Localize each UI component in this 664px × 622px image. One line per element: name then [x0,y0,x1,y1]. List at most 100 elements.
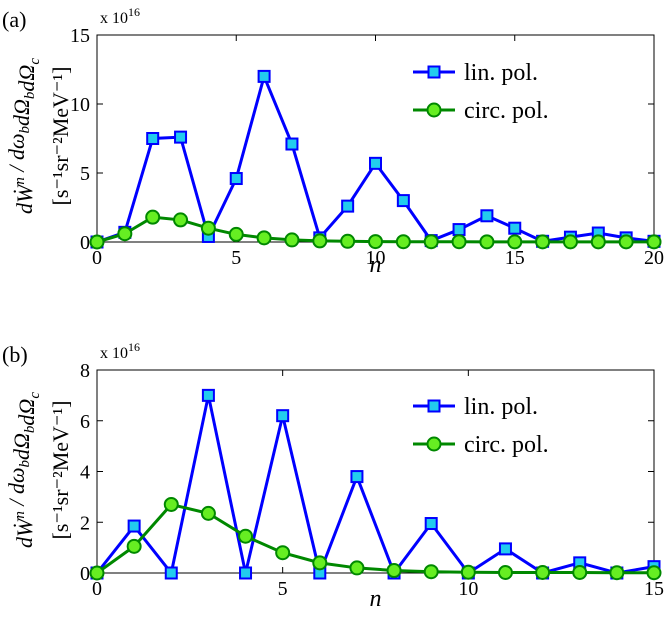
x-axis-title: n [370,252,382,278]
legend: lin. pol. circ. pol. [413,60,549,124]
data-point [386,562,402,578]
data-point [572,564,588,580]
series-lin-pol [90,388,661,580]
axis-multiplier-exponent: 16 [128,5,140,19]
series-line [96,502,654,575]
legend-marker [426,436,442,452]
y-axis-title-part: dΩ [14,65,39,92]
data-point [350,470,364,484]
data-point [275,545,291,561]
y-axis-title-part: n [12,511,28,519]
y-tick-label: 6 [80,411,90,433]
x-tick-label: 15 [644,578,664,600]
x-tick-label: 5 [278,578,288,600]
data-point [460,564,476,580]
data-point [228,226,244,242]
data-point [256,230,272,246]
y-axis-title-part: / dω [4,134,29,178]
data-point [369,156,382,170]
data-point [117,226,133,242]
legend-label: lin. pol. [464,60,538,86]
legend-marker [427,399,441,413]
y-axis-title-part: n [12,177,28,185]
data-point [285,137,299,151]
y-tick-label: 15 [70,25,90,47]
y-axis-units: [s⁻¹sr⁻²MeV⁻¹] [48,67,73,206]
data-point [146,132,160,145]
y-axis-title-part: b [17,126,33,134]
data-point [257,69,271,83]
data-point [126,538,142,554]
y-axis-title-part: b [22,425,38,433]
x-tick-label: 0 [92,247,102,269]
y-axis-units: [s⁻¹sr⁻²MeV⁻¹] [48,401,73,540]
y-axis-title-part: dΩ [9,433,34,460]
y-tick-label: 5 [80,163,90,185]
data-point [349,560,365,576]
data-point [562,234,578,250]
data-point [341,199,355,213]
data-point [229,172,243,186]
series-circ-pol [89,209,662,250]
x-tick-label: 10 [366,247,386,269]
y-axis-title-part: dΩ [14,399,39,426]
data-point [535,564,551,580]
x-tick-label: 15 [505,247,525,269]
series-circ-pol [89,496,662,581]
data-point [127,519,141,533]
axis-multiplier-exponent: 16 [128,340,140,354]
x-tick-label: 5 [231,247,241,269]
legend-label: circ. pol. [464,432,549,458]
data-point [451,234,467,250]
data-point [480,209,494,223]
data-point [276,409,290,423]
y-tick-label: 0 [80,563,90,585]
data-point [535,234,551,250]
y-axis-title: dẆn / dωbdΩbdΩc [4,58,43,214]
legend-marker [426,102,442,118]
legend-label: lin. pol. [464,394,538,420]
data-point [164,566,178,580]
y-axis-title-part: / dω [4,468,29,512]
data-point [145,209,161,225]
data-point [424,517,438,531]
data-point [200,505,216,521]
data-point [507,234,523,250]
y-axis-title-part: b [22,91,38,99]
data-point [89,234,105,250]
data-point [395,234,411,250]
data-point [368,234,383,250]
series-line [95,395,655,579]
axis-multiplier: x 1016 [100,340,140,362]
legend-label: circ. pol. [464,98,549,124]
y-tick-label: 2 [80,512,90,534]
x-tick-label: 10 [458,578,478,600]
x-tick-label: 0 [92,578,102,600]
data-point [284,232,300,248]
y-axis-title-part: dẆ [12,183,37,214]
y-axis-title-part: b [17,460,33,468]
data-point [452,223,466,237]
data-point [498,542,512,556]
axis-multiplier: x 1016 [100,5,140,27]
data-point [174,130,188,144]
data-point [201,388,215,402]
data-point [423,564,439,580]
data-point [89,565,105,581]
y-axis-title: dẆn / dωbdΩbdΩc [4,392,43,548]
data-point [609,565,625,581]
y-axis-title-part: c [27,58,43,65]
data-point [508,221,522,235]
data-point [312,555,328,571]
data-point [396,194,410,208]
data-point [312,233,328,249]
data-point [238,528,254,544]
data-point [200,220,216,236]
panel-label: (b) [2,342,28,367]
data-point [646,234,662,250]
data-point [239,566,253,580]
data-point [590,234,606,250]
